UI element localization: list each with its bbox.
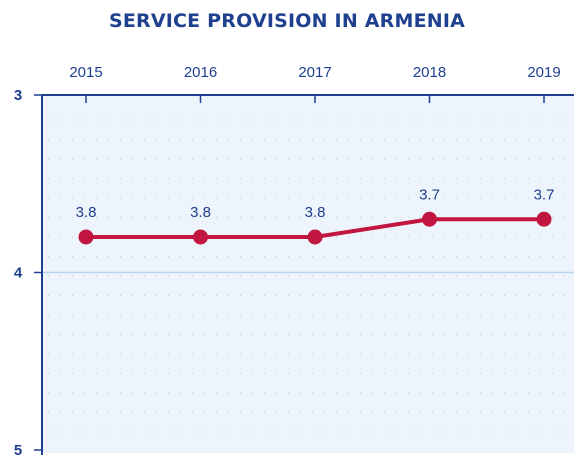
y-tick-label-5: 5 [14,442,22,459]
data-point-2016 [193,229,208,245]
data-label-2017: 3.8 [305,204,326,221]
data-point-2018 [422,211,437,227]
y-axis-ticks: 3 4 5 [14,87,42,459]
data-label-2015: 3.8 [76,204,97,221]
plot-background [42,95,574,453]
x-tick-label-2017: 2017 [298,64,331,81]
y-tick-label-4: 4 [14,265,23,282]
x-tick-label-2015: 2015 [69,64,102,81]
data-labels: 3.8 3.8 3.8 3.7 3.7 [76,186,555,221]
x-tick-label-2018: 2018 [413,64,446,81]
data-label-2019: 3.7 [534,186,555,203]
y-tick-label-3: 3 [14,87,22,104]
data-label-2018: 3.7 [419,186,440,203]
data-point-2015 [78,229,94,245]
chart-title: SERVICE PROVISION IN ARMENIA [108,10,466,32]
data-point-2019 [536,211,552,227]
x-tick-label-2016: 2016 [184,64,217,81]
x-axis-ticks: 2015 2016 2017 2018 2019 [69,64,561,103]
data-point-2017 [307,229,323,245]
series-group [78,211,552,245]
data-label-2016: 3.8 [190,204,211,221]
x-tick-label-2019: 2019 [527,64,560,81]
